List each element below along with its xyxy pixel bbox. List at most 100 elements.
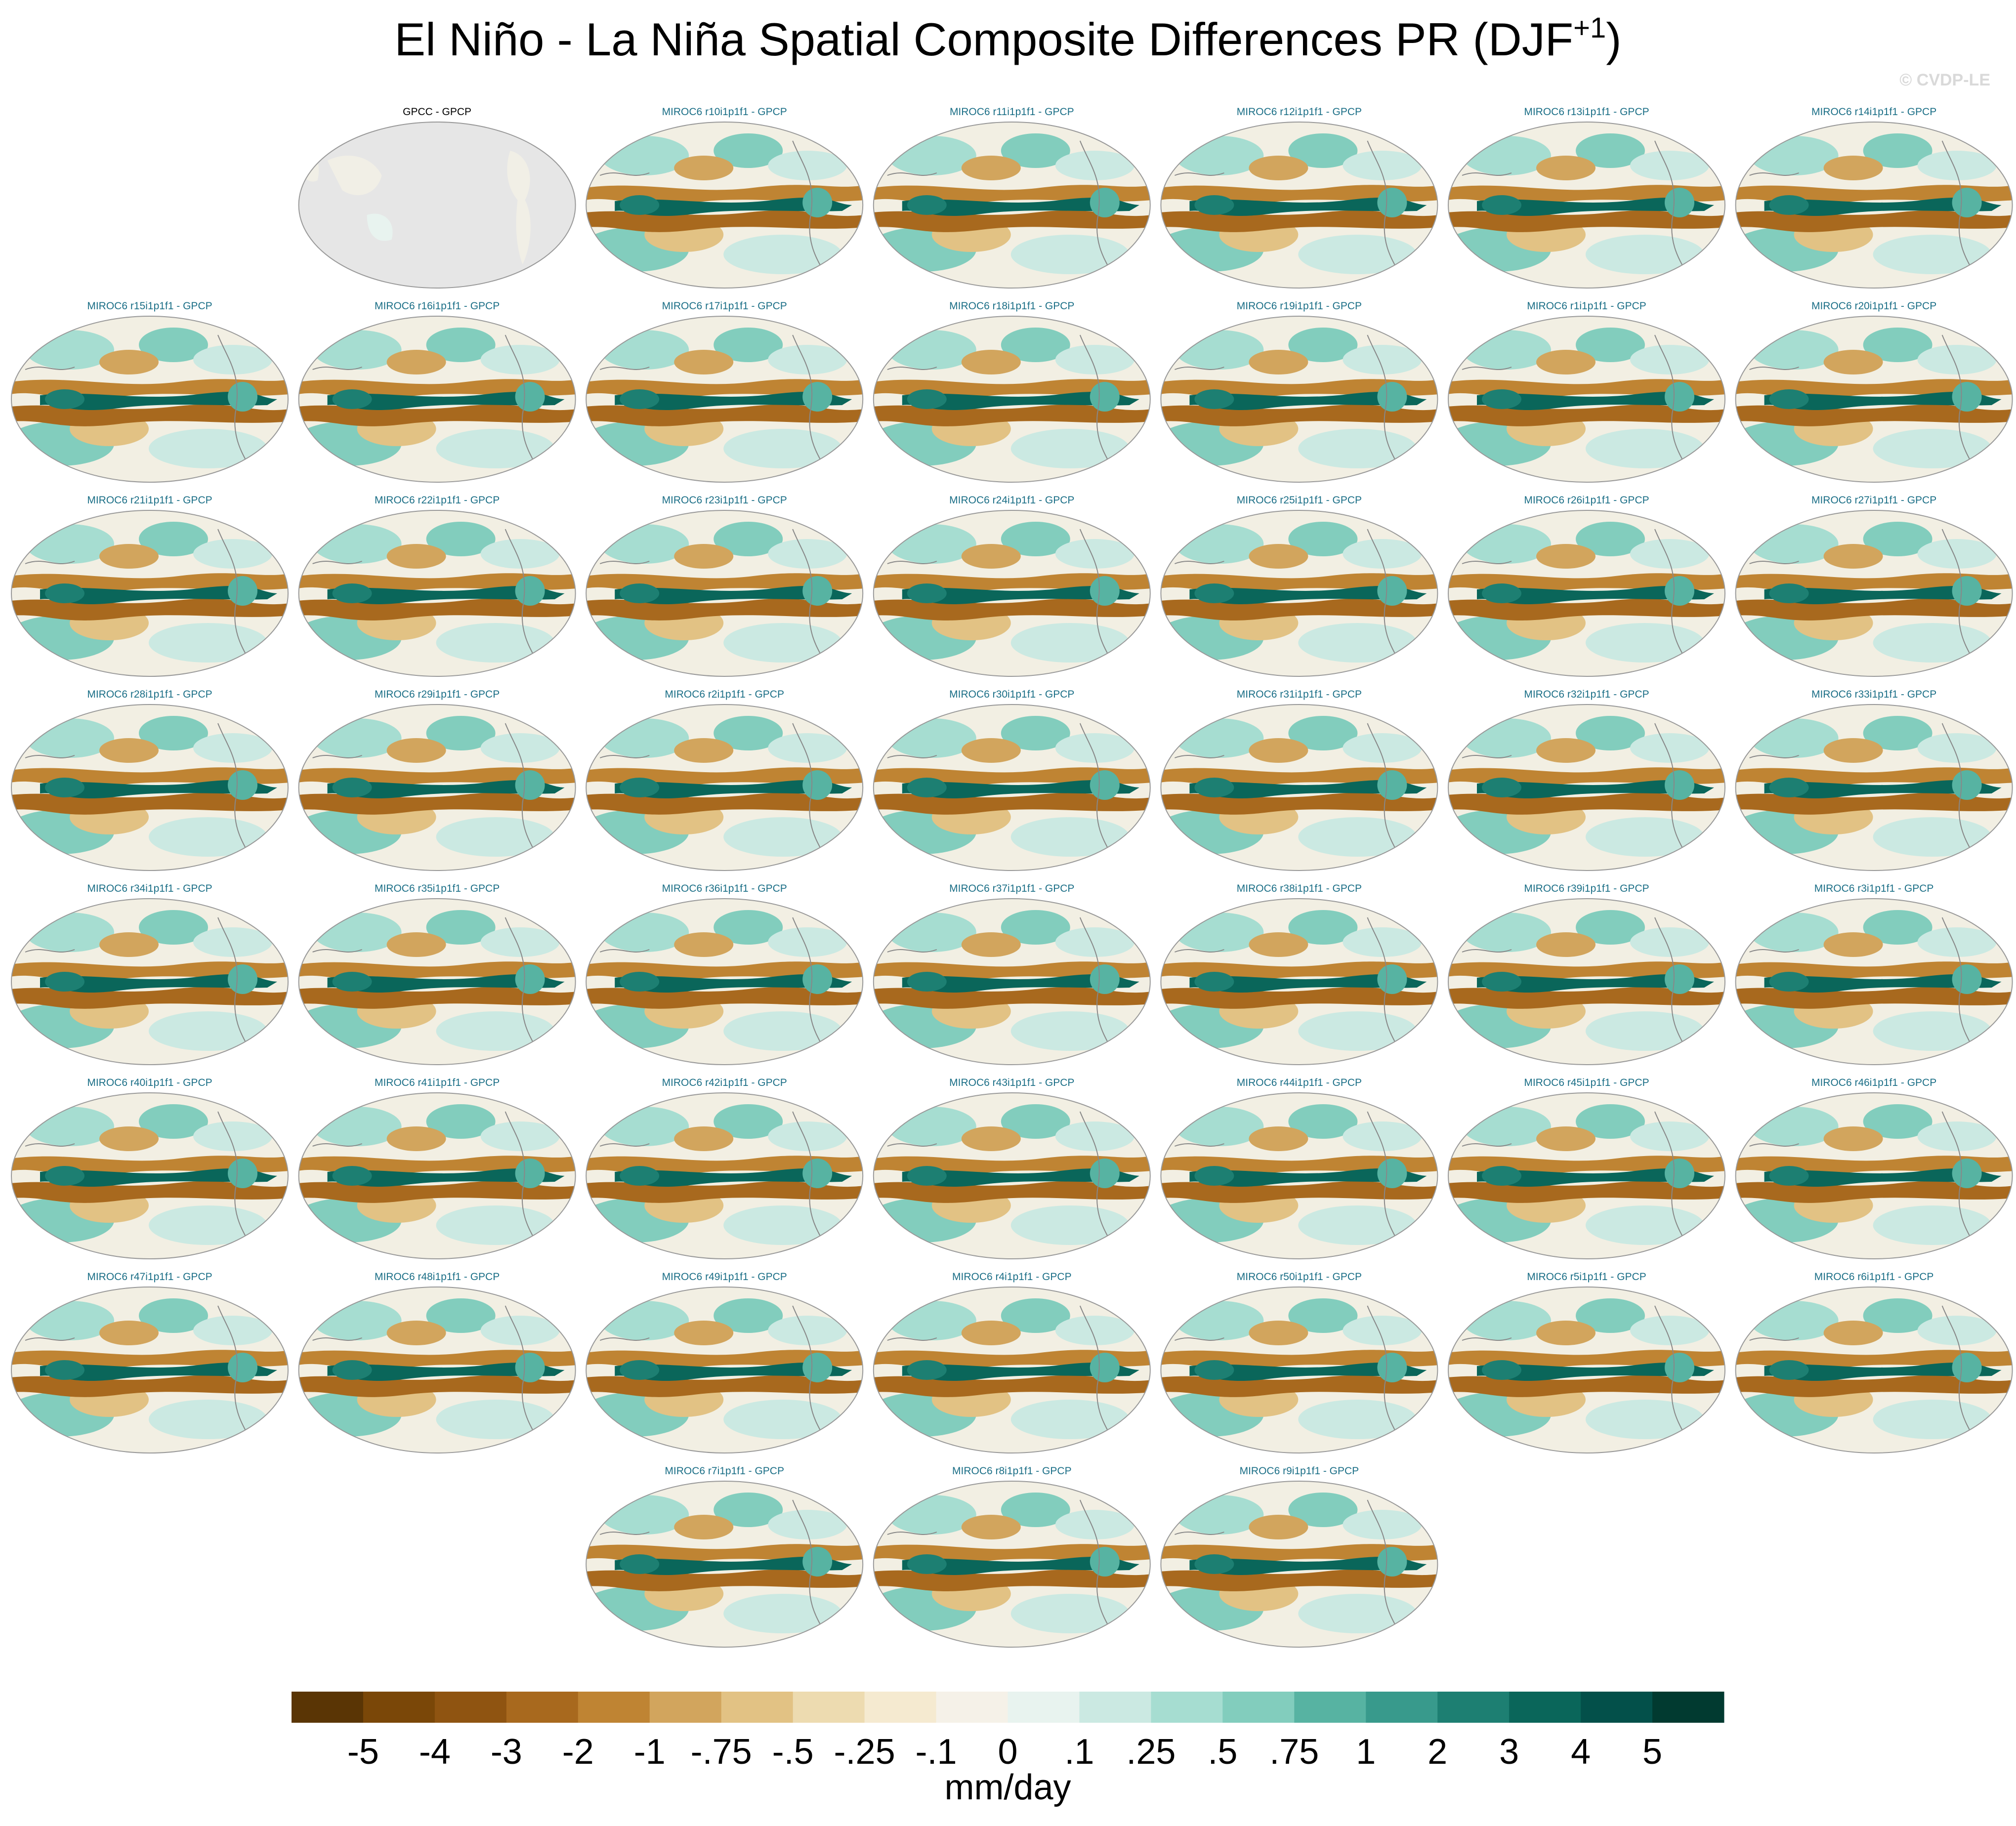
colorbar-swatch [1366,1692,1438,1723]
map-panel: MIROC6 r47i1p1f1 - GPCP [5,1271,290,1454]
map-panel: MIROC6 r44i1p1f1 - GPCP [1155,1077,1439,1260]
map [293,1092,577,1260]
map [293,509,577,678]
map [1730,315,2014,484]
map [293,704,577,872]
colorbar-label: .5 [1208,1732,1237,1772]
colorbar-swatch [864,1692,937,1723]
panel-title: MIROC6 r14i1p1f1 - GPCP [1811,106,1936,118]
colorbar-swatch [721,1692,794,1723]
colorbar-label: -.1 [916,1732,957,1772]
map-panel: MIROC6 r22i1p1f1 - GPCP [293,495,577,678]
map [1155,898,1439,1066]
map-panel: MIROC6 r46i1p1f1 - GPCP [1730,1077,2014,1260]
map-panel: MIROC6 r34i1p1f1 - GPCP [5,883,290,1066]
map-panel: MIROC6 r40i1p1f1 - GPCP [5,1077,290,1260]
map-panel: MIROC6 r19i1p1f1 - GPCP [1155,300,1439,484]
map-panel: GPCC - GPCP [298,106,577,290]
map [868,1092,1152,1260]
colorbar-swatch [506,1692,579,1723]
map-panel: MIROC6 r17i1p1f1 - GPCP [580,300,864,484]
colorbar-label: -3 [491,1732,522,1772]
map [1730,121,2014,290]
panel-title: MIROC6 r12i1p1f1 - GPCP [1237,106,1362,118]
panel-title: MIROC6 r2i1p1f1 - GPCP [665,689,784,700]
colorbar-label: 5 [1642,1732,1662,1772]
colorbar-swatch [292,1692,364,1723]
map [1442,1092,1726,1260]
credit: © CVDP-LE [1899,71,1990,89]
map [868,704,1152,872]
map-panel: MIROC6 r10i1p1f1 - GPCP [580,106,864,290]
map-panel: MIROC6 r45i1p1f1 - GPCP [1442,1077,1726,1260]
panel-title: MIROC6 r26i1p1f1 - GPCP [1524,495,1649,506]
map [580,315,864,484]
map [5,704,290,872]
map [1730,898,2014,1066]
map-panel: MIROC6 r43i1p1f1 - GPCP [868,1077,1152,1260]
map [1155,315,1439,484]
map [1730,704,2014,872]
panel-title: MIROC6 r45i1p1f1 - GPCP [1524,1077,1649,1088]
map-panel: MIROC6 r12i1p1f1 - GPCP [1155,106,1439,290]
colorbar-swatch [649,1692,722,1723]
colorbar-unit: mm/day [944,1768,1071,1807]
panel-title: MIROC6 r1i1p1f1 - GPCP [1527,300,1646,312]
panel-title: MIROC6 r10i1p1f1 - GPCP [662,106,787,118]
map [580,509,864,678]
map [1155,509,1439,678]
panel-title: MIROC6 r22i1p1f1 - GPCP [375,495,500,506]
map-panel: MIROC6 r48i1p1f1 - GPCP [293,1271,577,1454]
panel-title: MIROC6 r35i1p1f1 - GPCP [375,883,500,894]
map [5,1286,290,1454]
colorbar-label: -.75 [691,1732,752,1772]
colorbar-label: .1 [1064,1732,1094,1772]
colorbar-swatch [434,1692,507,1723]
colorbar-label: -2 [562,1732,594,1772]
colorbar-swatch [1222,1692,1295,1723]
map-panel: MIROC6 r5i1p1f1 - GPCP [1442,1271,1726,1454]
colorbar-label: 2 [1428,1732,1447,1772]
colorbar-swatch [793,1692,865,1723]
panel-title: MIROC6 r38i1p1f1 - GPCP [1237,883,1362,894]
panels: GPCC - GPCP MIROC6 r10i1p1f1 - GPCP MIROC6… [5,106,2014,1649]
panel-title: MIROC6 r27i1p1f1 - GPCP [1811,495,1936,506]
map [1730,509,2014,678]
panel-title: MIROC6 r39i1p1f1 - GPCP [1524,883,1649,894]
map [868,315,1152,484]
panel-title: MIROC6 r47i1p1f1 - GPCP [87,1271,212,1283]
panel-title: MIROC6 r29i1p1f1 - GPCP [375,689,500,700]
map-panel: MIROC6 r41i1p1f1 - GPCP [293,1077,577,1260]
map [868,1286,1152,1454]
map-panel: MIROC6 r35i1p1f1 - GPCP [293,883,577,1066]
panel-title: GPCC - GPCP [403,106,471,118]
panel-title: MIROC6 r37i1p1f1 - GPCP [949,883,1074,894]
map [5,898,290,1066]
panel-title: MIROC6 r18i1p1f1 - GPCP [949,300,1074,312]
panel-title: MIROC6 r34i1p1f1 - GPCP [87,883,212,894]
colorbar-label: -4 [419,1732,451,1772]
map-panel: MIROC6 r4i1p1f1 - GPCP [868,1271,1152,1454]
colorbar-label: .75 [1269,1732,1319,1772]
map-panel: MIROC6 r16i1p1f1 - GPCP [293,300,577,484]
panel-title: MIROC6 r16i1p1f1 - GPCP [375,300,500,312]
title-superscript: +1 [1573,12,1606,44]
map-panel: MIROC6 r49i1p1f1 - GPCP [580,1271,864,1454]
panel-title: MIROC6 r40i1p1f1 - GPCP [87,1077,212,1088]
colorbar-label: -5 [347,1732,379,1772]
map-panel: MIROC6 r25i1p1f1 - GPCP [1155,495,1439,678]
colorbar-label: -.5 [772,1732,814,1772]
map-panel: MIROC6 r31i1p1f1 - GPCP [1155,689,1439,872]
map [1442,704,1726,872]
map-panel: MIROC6 r28i1p1f1 - GPCP [5,689,290,872]
map [868,898,1152,1066]
panel-title: MIROC6 r50i1p1f1 - GPCP [1237,1271,1362,1283]
map-panel: MIROC6 r8i1p1f1 - GPCP [868,1465,1152,1649]
map-panel: MIROC6 r13i1p1f1 - GPCP [1442,106,1726,290]
map [293,1286,577,1454]
map-panel: MIROC6 r27i1p1f1 - GPCP [1730,495,2014,678]
panel-title: MIROC6 r25i1p1f1 - GPCP [1237,495,1362,506]
colorbar-label: 4 [1571,1732,1591,1772]
map-panel: MIROC6 r24i1p1f1 - GPCP [868,495,1152,678]
panel-title: MIROC6 r31i1p1f1 - GPCP [1237,689,1362,700]
